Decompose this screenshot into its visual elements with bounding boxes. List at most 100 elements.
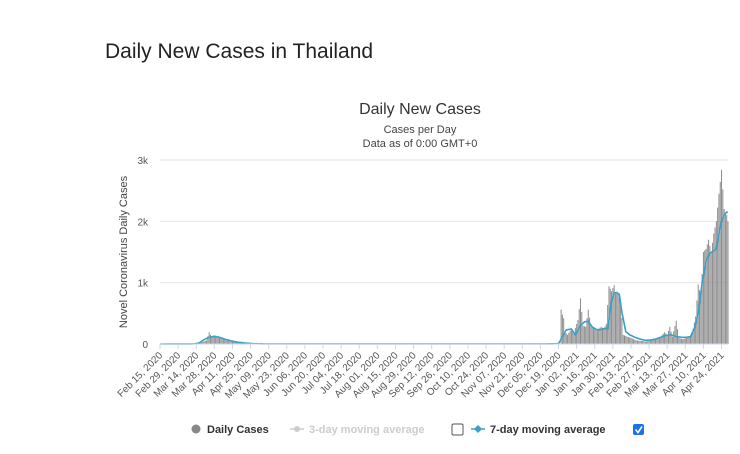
daily-case-bar [605,323,607,344]
chart-subtitle-date: Data as of 0:00 GMT+0 [363,138,478,150]
daily-case-bar [237,342,239,344]
legend-daily-label: Daily Cases [207,424,269,436]
daily-case-bar [680,338,682,344]
daily-case-bar [682,339,684,344]
daily-case-bar [713,233,715,344]
daily-case-bar [629,337,631,344]
daily-case-bar [561,314,563,344]
daily-case-bar [572,330,574,344]
daily-case-bar [655,338,657,344]
daily-case-bar [199,342,201,344]
daily-case-bar [618,297,620,344]
daily-case-bar [570,328,572,344]
daily-case-bar [695,316,697,344]
daily-case-bar [573,331,575,344]
daily-case-bar [696,300,698,344]
daily-case-bar [633,339,635,344]
daily-case-bar [649,340,651,344]
legend-ma7-label: 7-day moving average [490,424,606,436]
daily-case-bar [652,339,654,344]
ma7-legend-marker-icon [474,425,482,433]
daily-case-bar [701,274,703,344]
daily-case-bar [234,342,236,344]
daily-case-bar [215,335,217,344]
daily-case-bar [684,338,686,344]
daily-case-bar [217,336,219,344]
daily-case-bar [623,335,625,344]
daily-case-bar [683,338,685,344]
daily-case-bar [674,326,676,344]
daily-case-bar [585,326,587,344]
daily-cases-marker-icon [191,424,201,434]
daily-case-bar [670,331,672,344]
daily-case-bar [233,342,235,344]
daily-case-bar [726,215,728,344]
y-tick-label: 1k [137,279,149,290]
daily-case-bar [569,330,571,344]
daily-case-bar [657,337,659,344]
daily-case-bar [231,341,233,344]
daily-case-bar [565,333,567,344]
daily-case-bar [693,322,695,344]
daily-cases-bars [165,169,729,345]
daily-case-bar [203,341,205,344]
ma3-checkbox[interactable] [451,423,464,436]
daily-case-bar [639,340,641,344]
daily-case-bar [216,336,218,344]
ma7-checkbox[interactable] [633,424,644,435]
daily-case-bar [611,291,613,344]
daily-case-bar [614,293,616,344]
daily-case-bar [213,335,215,344]
daily-case-bar [625,336,627,344]
ma7-line [160,211,728,345]
daily-case-bar [702,252,704,344]
daily-case-bar [660,336,662,344]
checkmark-icon [634,426,643,434]
daily-case-bar [602,327,603,344]
legend-ma3[interactable]: 3-day moving average [290,424,425,436]
daily-case-bar [665,333,667,344]
daily-case-bar [560,309,562,344]
daily-case-bar [638,340,640,344]
daily-case-bar [577,320,579,344]
daily-case-bar [691,332,693,344]
ma7-checkbox-box [633,424,644,435]
daily-case-bar [715,221,717,344]
daily-case-bar [609,288,611,344]
daily-case-bar [664,332,666,344]
daily-case-bar [679,338,681,344]
daily-case-bar [692,328,694,344]
daily-case-bar [678,337,680,344]
daily-case-bar [709,245,711,344]
daily-case-bar [686,337,688,344]
daily-case-bar [626,336,628,344]
daily-case-bar [644,341,646,344]
daily-case-bar [710,252,712,344]
daily-case-bar [714,227,716,344]
y-tick-label: 0 [142,340,148,351]
legend-ma7[interactable]: 7-day moving average [471,424,606,436]
daily-case-bar [667,330,669,344]
daily-case-bar [689,336,691,344]
daily-case-bar [211,337,213,344]
y-tick-label: 3k [137,156,149,167]
legend-daily-cases[interactable]: Daily Cases [191,424,269,436]
daily-case-bar [604,326,606,344]
daily-case-bar [705,248,707,344]
daily-case-bar [687,337,689,344]
daily-case-bar [230,341,232,344]
daily-case-bar [221,337,223,344]
daily-case-bar [598,328,600,344]
daily-case-bar [595,329,597,344]
daily-case-bar [621,317,623,344]
daily-case-bar [651,339,653,344]
daily-case-bar [224,339,226,344]
chart-subtitle: Cases per Day [384,124,457,136]
daily-case-bar [568,332,570,344]
daily-case-bar [717,207,719,344]
daily-case-bar [648,340,650,344]
daily-case-bar [228,341,230,344]
daily-case-bar [661,335,663,344]
daily-case-bar [587,309,589,344]
